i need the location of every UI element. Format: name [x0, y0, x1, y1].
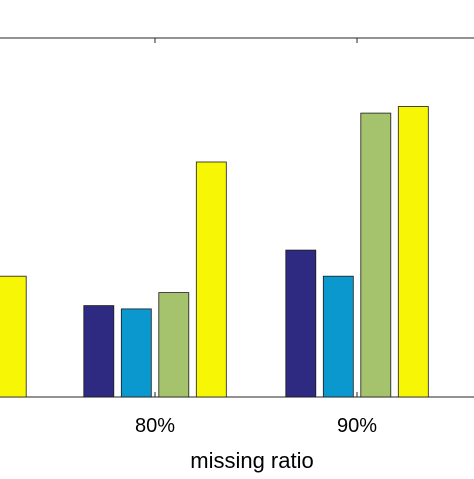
x-tick-label-2: 80% — [135, 415, 175, 437]
x-axis-label: missing ratio — [190, 448, 313, 473]
x-tick-label-3: 90% — [337, 415, 377, 437]
axes — [0, 37, 474, 398]
bar-s3-c2 — [158, 292, 190, 398]
bars — [0, 106, 429, 398]
bar-s4-c1 — [0, 275, 27, 398]
tick-labels: 80% 90% — [135, 415, 377, 437]
bar-s1-c3 — [285, 249, 317, 398]
bar-s3-c3 — [360, 112, 392, 398]
bar-s2-c2 — [120, 308, 152, 398]
bar-s4-c2 — [195, 161, 227, 398]
bar-s4-c3 — [397, 106, 429, 398]
bar-s2-c3 — [322, 275, 354, 398]
bar-s1-c2 — [83, 305, 115, 398]
